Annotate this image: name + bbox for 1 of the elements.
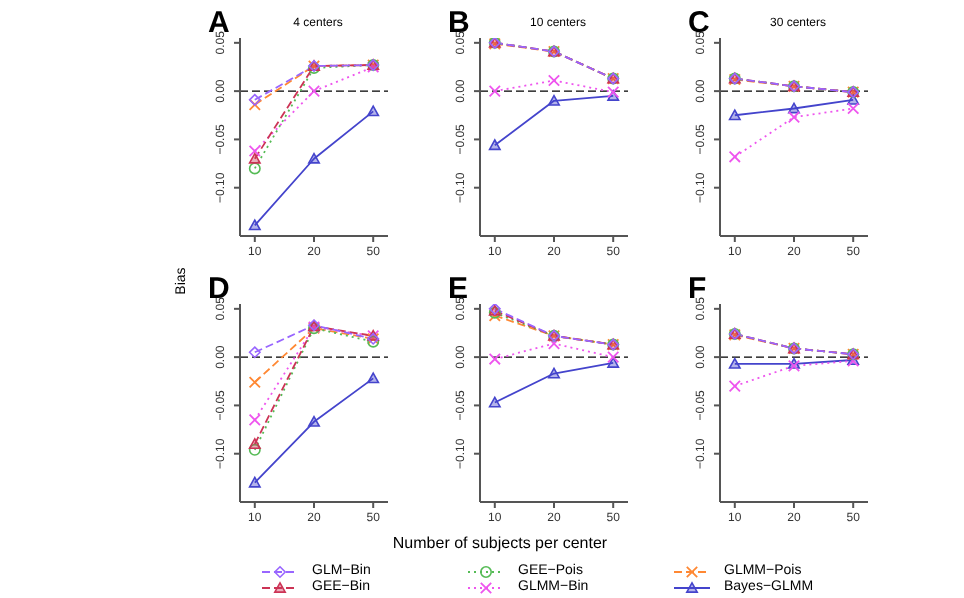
- x-axis-title: Number of subjects per center: [390, 534, 610, 552]
